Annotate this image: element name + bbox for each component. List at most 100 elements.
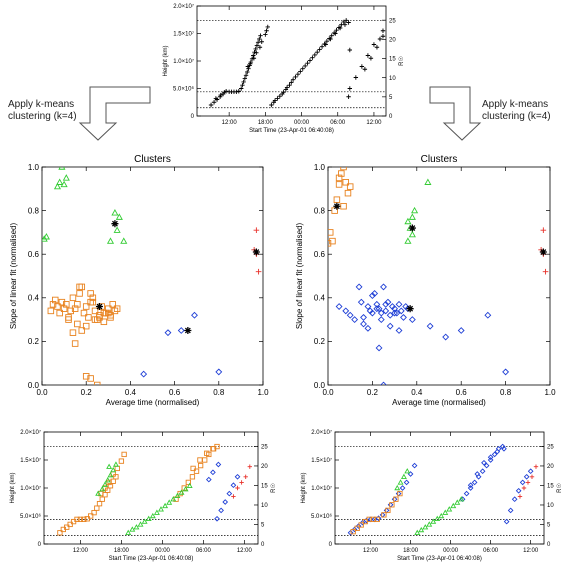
data-point-square xyxy=(328,240,332,247)
data-point-square xyxy=(197,462,204,469)
data-point-plus xyxy=(231,494,236,499)
data-point-diamond xyxy=(380,283,387,291)
y-tick-label: 5.0×10⁶ xyxy=(20,513,42,520)
x-tick-label: 12:00 xyxy=(523,548,539,554)
data-point-triangle xyxy=(106,463,113,469)
data-point-plus xyxy=(254,43,260,48)
data-point-diamond xyxy=(393,309,401,317)
data-point-plus xyxy=(289,80,294,85)
data-point-square xyxy=(204,450,210,456)
y-axis-label: Slope of linear fit (normalised) xyxy=(9,223,18,330)
x-tick-label: 00:00 xyxy=(155,548,171,554)
data-point-diamond xyxy=(210,469,216,476)
data-point-diamond xyxy=(351,526,358,533)
y2-tick-label: 10 xyxy=(389,76,396,82)
y2-axis-label: R☉ xyxy=(398,56,405,66)
plot-frame xyxy=(327,166,551,386)
data-point-triangle xyxy=(434,515,441,522)
data-point-square xyxy=(107,483,114,489)
data-point-triangle xyxy=(149,512,156,519)
data-point-plus xyxy=(328,36,333,42)
data-point-square xyxy=(60,305,68,312)
data-layer xyxy=(347,443,539,536)
data-point-square xyxy=(107,311,114,319)
data-point-diamond xyxy=(515,487,522,494)
data-point-plus xyxy=(346,94,351,99)
x-tick-label: 18:00 xyxy=(258,120,274,126)
data-layer xyxy=(208,18,386,108)
data-point-diamond xyxy=(481,459,487,466)
data-point-diamond xyxy=(411,462,418,469)
data-point-plus xyxy=(248,61,253,66)
data-point-square xyxy=(65,314,72,321)
y2-axis-label: R☉ xyxy=(556,483,563,493)
y-tick-label: 1.0×10⁷ xyxy=(173,58,194,65)
data-point-square xyxy=(340,167,347,171)
data-point-plus xyxy=(315,50,320,55)
data-point-diamond xyxy=(383,507,390,514)
y-axis-label: Height (km) xyxy=(10,472,16,503)
data-point-square xyxy=(69,294,77,302)
y-tick-label: 0 xyxy=(329,542,333,548)
data-point-diamond xyxy=(511,496,518,503)
data-point-star xyxy=(95,303,103,311)
charts-layer: 12:00 18:00 00:00 06:00 12:00 0 5.0×10⁶ 1.0×10⁷… xyxy=(9,3,563,562)
x-tick-label: 0.4 xyxy=(411,388,423,397)
y-tick-label: 1.5×10⁷ xyxy=(311,457,332,464)
data-point-diamond xyxy=(177,327,185,334)
data-point-triangle xyxy=(112,461,119,467)
data-point-square xyxy=(354,525,360,531)
data-point-triangle xyxy=(458,496,465,502)
data-point-square xyxy=(82,322,90,330)
x-tick-label: 0.6 xyxy=(456,388,468,397)
data-point-diamond xyxy=(375,344,383,352)
data-point-square xyxy=(118,458,125,464)
y-tick-label: 0.4 xyxy=(314,294,326,303)
y-tick-label: 0.8 xyxy=(314,206,326,215)
data-point-triangle xyxy=(111,209,119,216)
data-point-diamond xyxy=(397,307,405,315)
y2-tick-label: 25 xyxy=(261,445,268,451)
data-point-square xyxy=(88,513,94,519)
data-point-triangle xyxy=(60,180,68,188)
data-point-plus xyxy=(263,32,268,37)
data-point-diamond xyxy=(364,324,372,332)
data-point-plus xyxy=(247,464,253,469)
y2-tick-label: 15 xyxy=(547,484,554,490)
data-point-plus xyxy=(211,100,217,105)
data-point-square xyxy=(100,318,108,326)
data-point-triangle xyxy=(99,485,106,492)
data-point-diamond xyxy=(426,322,434,330)
data-point-star xyxy=(408,224,416,232)
data-point-diamond xyxy=(355,523,362,529)
data-point-diamond xyxy=(391,309,399,317)
data-point-plus xyxy=(254,50,259,55)
data-point-square xyxy=(74,516,80,523)
data-point-diamond xyxy=(215,368,223,376)
data-point-diamond xyxy=(399,485,406,491)
data-point-diamond xyxy=(395,300,403,308)
data-point-square xyxy=(105,309,112,317)
data-point-plus xyxy=(529,474,535,479)
x-tick-label: 0.4 xyxy=(125,388,137,397)
x-axis-label: Average time (normalised) xyxy=(106,398,200,407)
data-point-diamond xyxy=(351,316,359,324)
data-point-triangle xyxy=(137,521,144,527)
data-point-diamond xyxy=(222,499,229,505)
data-point-diamond xyxy=(368,292,376,300)
y-tick-label: 2.0×10⁷ xyxy=(311,429,332,436)
data-point-diamond xyxy=(408,316,416,324)
data-point-square xyxy=(56,309,63,317)
data-point-plus xyxy=(521,485,527,491)
data-point-square xyxy=(47,307,55,315)
data-point-diamond xyxy=(386,311,394,319)
y-axis-label: Height (km) xyxy=(163,45,169,76)
data-point-square xyxy=(77,516,84,523)
data-point-plus xyxy=(342,22,348,27)
data-point-diamond xyxy=(380,381,387,385)
data-point-triangle xyxy=(102,481,108,487)
data-point-triangle xyxy=(430,518,437,524)
y2-tick-label: 15 xyxy=(261,484,268,490)
data-point-diamond xyxy=(487,454,494,461)
